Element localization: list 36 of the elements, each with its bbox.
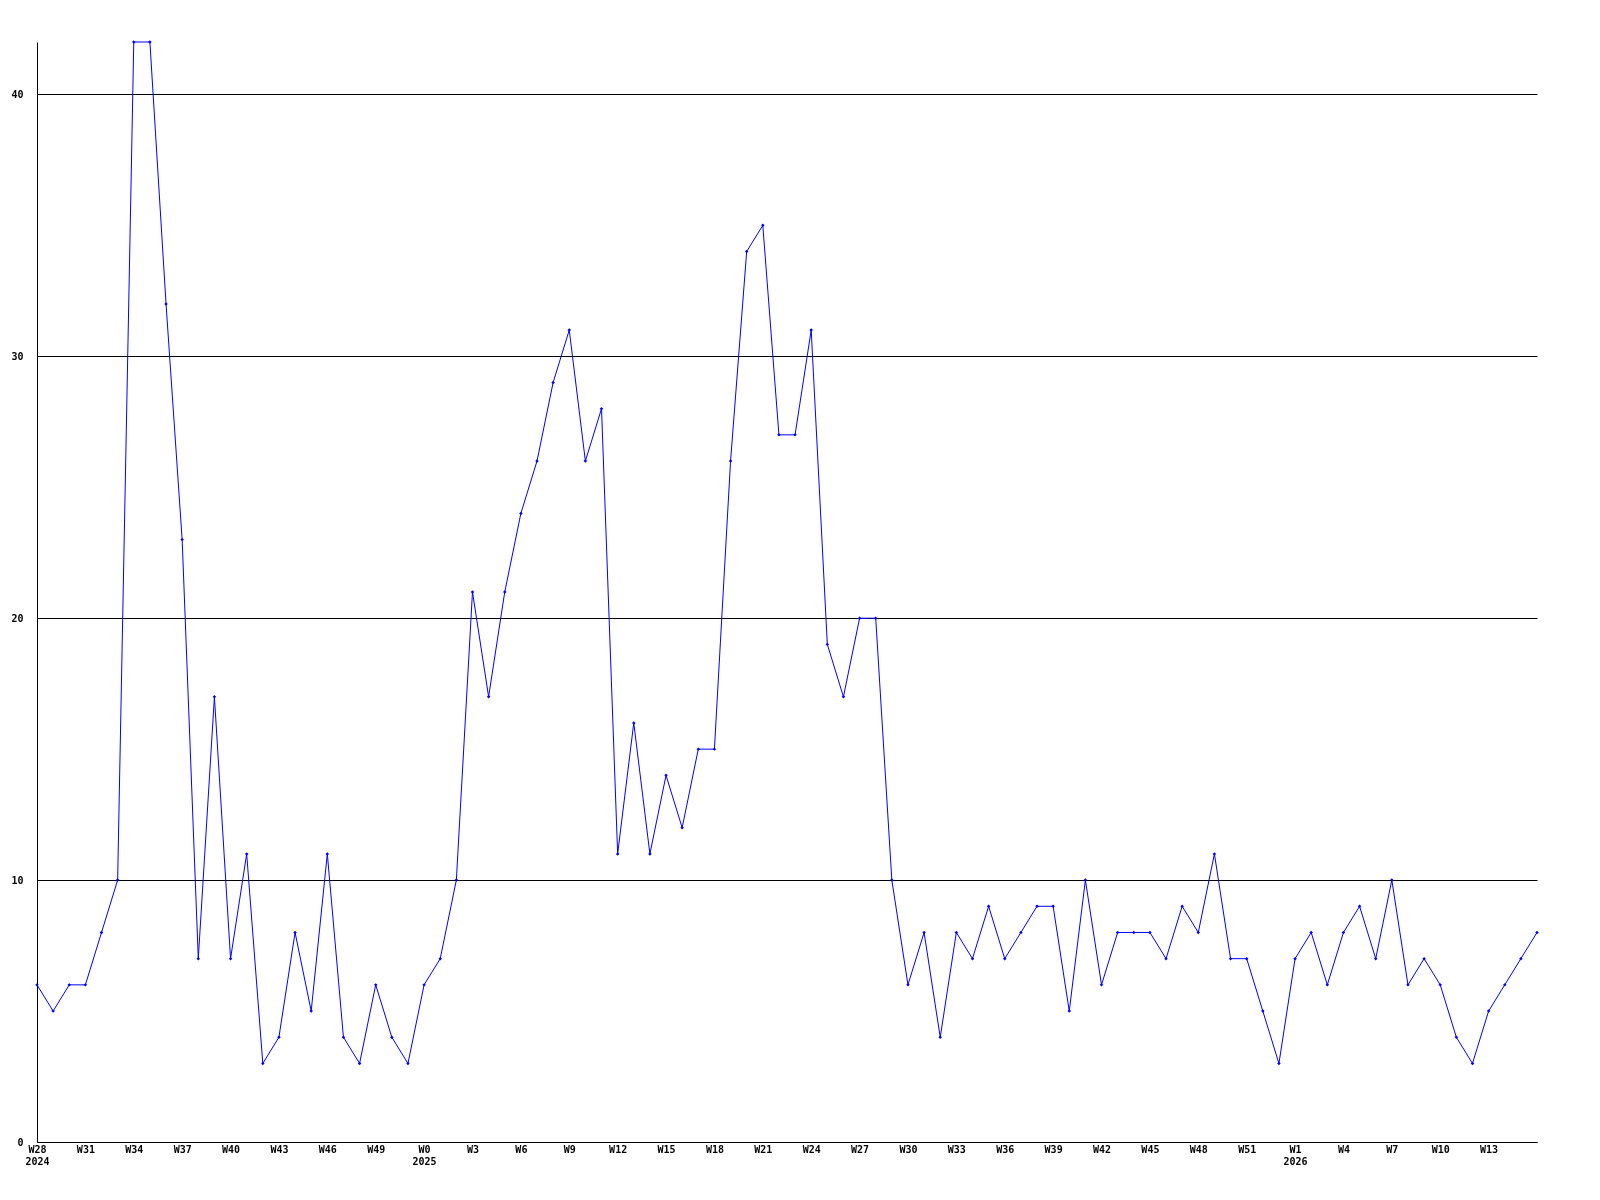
x-tick-label: W45: [1141, 1143, 1160, 1155]
x-tick-label: W40: [222, 1143, 241, 1155]
x-tick-label: W6: [515, 1143, 528, 1155]
x-tick-label: W30: [899, 1143, 918, 1155]
y-tick-label: 30: [11, 350, 24, 362]
x-tick-label: W36: [996, 1143, 1015, 1155]
x-tick-label: W42: [1092, 1143, 1112, 1155]
y-tick-label: 20: [11, 612, 24, 624]
y-tick-label: 0: [17, 1136, 24, 1148]
x-tick-label: W46: [318, 1143, 337, 1155]
x-tick-label: W27: [851, 1143, 870, 1155]
x-tick-label: W21: [754, 1143, 773, 1155]
x-tick-label: W1 2026: [1283, 1143, 1308, 1167]
x-tick-label: W48: [1189, 1143, 1208, 1155]
x-tick-label: W15: [657, 1143, 676, 1155]
x-tick-label: W4: [1337, 1143, 1350, 1155]
x-tick-label: W3: [466, 1143, 480, 1155]
x-tick-label: W28 2024: [25, 1143, 50, 1167]
x-tick-label: W10: [1431, 1143, 1450, 1155]
x-tick-label: W51: [1238, 1143, 1257, 1155]
x-tick-label: W37: [173, 1143, 192, 1155]
y-tick-label: 10: [11, 874, 24, 886]
x-tick-label: W9: [563, 1143, 576, 1155]
x-tick-label: W31: [76, 1143, 95, 1155]
x-tick-label: W43: [270, 1143, 289, 1155]
x-tick-label: W0 2025: [412, 1143, 437, 1167]
x-tick-label: W34: [125, 1143, 144, 1155]
y-tick-label: 40: [11, 88, 24, 100]
x-tick-label: W49: [367, 1143, 386, 1155]
x-tick-label: W33: [947, 1143, 966, 1155]
x-tick-label: W13: [1480, 1143, 1499, 1155]
x-tick-label: W39: [1044, 1143, 1063, 1155]
x-tick-label: W12: [609, 1143, 628, 1155]
x-tick-label: W24: [802, 1143, 821, 1155]
x-tick-label: W7: [1386, 1143, 1399, 1155]
x-tick-label: W18: [705, 1143, 724, 1155]
